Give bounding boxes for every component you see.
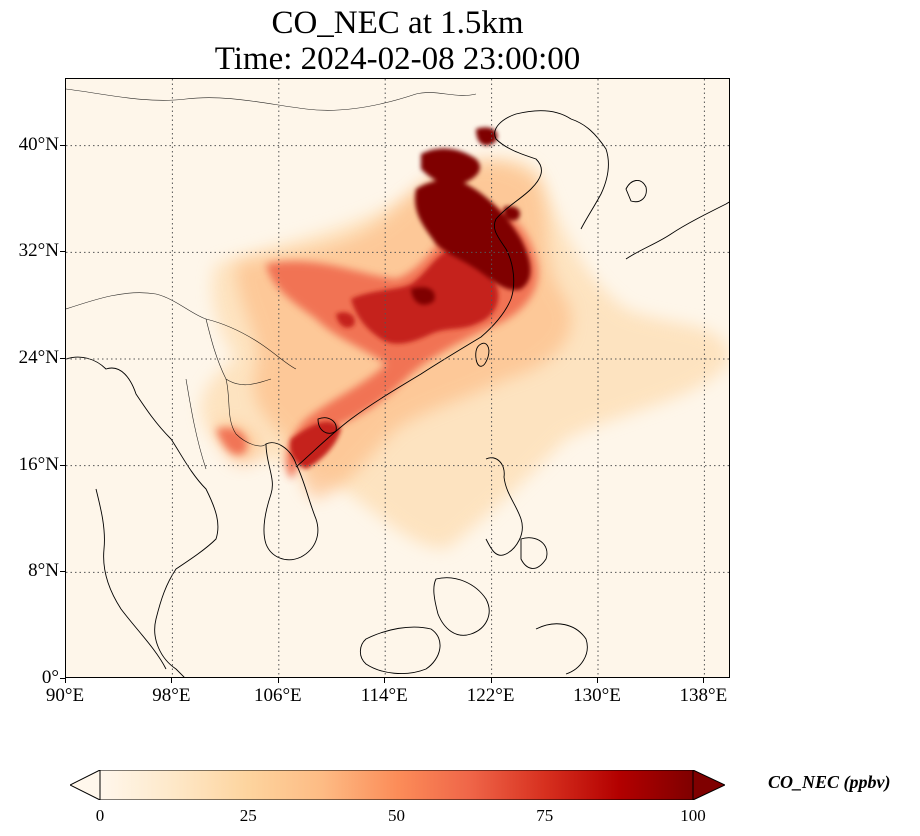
- colorbar-tick-label: 100: [680, 806, 706, 825]
- map-subtitle-time: Time: 2024-02-08 23:00:00: [214, 41, 581, 77]
- lat-tick-mark: [60, 571, 65, 573]
- lon-tick-label: 98°E: [152, 685, 191, 706]
- lon-tick-label: 90°E: [45, 685, 85, 706]
- colorbar-tick-label: 25: [239, 806, 257, 825]
- lat-tick-mark: [60, 464, 65, 466]
- lat-tick-mark: [60, 144, 65, 146]
- colorbar-extend-max: [692, 770, 725, 800]
- map-canvas: [66, 79, 729, 677]
- lat-tick-label: 40°N: [18, 133, 59, 155]
- lat-tick-label: 16°N: [18, 453, 59, 475]
- lon-tick-label: 122°E: [466, 685, 515, 706]
- lat-tick-label: 8°N: [28, 560, 59, 582]
- colorbar-tick-label: 75: [536, 806, 554, 825]
- lat-tick-label: 0°: [41, 667, 59, 688]
- lon-tick-label: 130°E: [573, 685, 621, 706]
- colorbar-tick-label: 0: [95, 806, 105, 825]
- lon-tick-label: 114°E: [360, 685, 408, 706]
- lon-tick-mark: [384, 678, 386, 683]
- country-borders: [66, 88, 477, 470]
- lat-tick-mark: [60, 251, 65, 253]
- lon-tick-label: 106°E: [253, 685, 302, 706]
- colorbar-gradient: [99, 770, 694, 800]
- coastlines: [66, 110, 729, 677]
- lon-tick-label: 138°E: [679, 685, 728, 706]
- lon-tick-mark: [597, 678, 598, 683]
- lat-tick-mark: [60, 358, 65, 359]
- lat-tick-label: 24°N: [18, 347, 59, 368]
- map-panel: [65, 78, 730, 678]
- lat-tick-mark: [60, 678, 65, 679]
- lon-tick-mark: [490, 678, 492, 683]
- lat-tick-label: 32°N: [18, 240, 59, 262]
- lon-tick-mark: [703, 678, 705, 683]
- colorbar: [70, 770, 725, 800]
- co-field-high: [411, 127, 531, 305]
- lon-tick-mark: [277, 678, 279, 683]
- colorbar-extend-min: [70, 770, 101, 800]
- gridlines: [66, 79, 729, 677]
- map-title: CO_NEC at 1.5km: [271, 5, 524, 41]
- colorbar-tick-label: 50: [388, 806, 405, 825]
- colorbar-label: CO_NEC (ppbv): [768, 772, 891, 792]
- lon-tick-mark: [171, 678, 173, 683]
- lon-tick-mark: [65, 678, 66, 683]
